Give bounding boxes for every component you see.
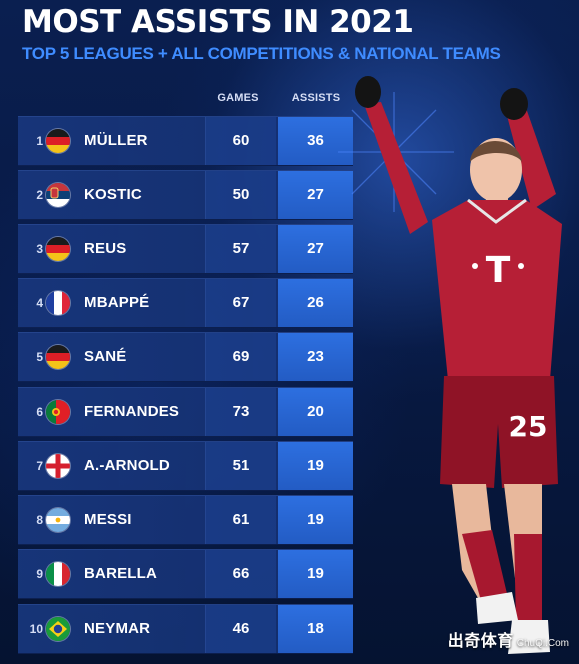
player-name: FERNANDES xyxy=(84,403,180,420)
rank-number: 5 xyxy=(36,350,43,364)
player-name: MÜLLER xyxy=(84,132,148,149)
page-subtitle: TOP 5 LEAGUES + ALL COMPETITIONS & NATIO… xyxy=(22,44,501,63)
watermark: 出奇体育 ChuQi.Com xyxy=(417,630,569,654)
rank-number: 7 xyxy=(36,459,43,473)
assists-value: 36 xyxy=(278,117,353,165)
games-value: 50 xyxy=(205,171,276,219)
games-value: 51 xyxy=(205,442,276,490)
rank-number: 10 xyxy=(29,622,43,636)
player-name: KOSTIC xyxy=(84,186,142,203)
games-value: 67 xyxy=(205,279,276,327)
table-row: 9 BARELLA 66 19 xyxy=(18,549,353,599)
table-row: 7 A.-ARNOLD 51 19 xyxy=(18,441,353,491)
rank-number: 6 xyxy=(36,405,43,419)
rank-number: 1 xyxy=(36,134,43,148)
glove-icon xyxy=(355,76,381,108)
germany-flag-icon xyxy=(46,237,70,261)
rank-number: 8 xyxy=(36,513,43,527)
assists-value: 23 xyxy=(278,333,353,381)
brazil-flag-icon xyxy=(46,617,70,641)
sponsor-logo: T xyxy=(486,250,511,291)
table-row: 10 NEYMAR 46 18 xyxy=(18,604,353,654)
assists-value: 19 xyxy=(278,442,353,490)
player-photo: T 25 xyxy=(336,64,579,664)
player-name: MBAPPÉ xyxy=(84,294,150,311)
shirt-number: 25 xyxy=(509,410,548,443)
table-row: 2 KOSTIC 50 27 xyxy=(18,170,353,220)
player-name: NEYMAR xyxy=(84,620,151,637)
player-name: A.-ARNOLD xyxy=(84,457,170,474)
games-value: 57 xyxy=(205,225,276,273)
games-value: 69 xyxy=(205,333,276,381)
germany-flag-icon xyxy=(46,129,70,153)
player-name: REUS xyxy=(84,240,127,257)
italy-flag-icon xyxy=(46,562,70,586)
assists-value: 26 xyxy=(278,279,353,327)
player-illustration: T 25 xyxy=(338,76,562,654)
germany-flag-icon xyxy=(46,345,70,369)
player-name: MESSI xyxy=(84,511,132,528)
argentina-flag-icon xyxy=(46,508,70,532)
table-row: 4 MBAPPÉ 67 26 xyxy=(18,278,353,328)
player-name: SANÉ xyxy=(84,348,127,365)
page-title: MOST ASSISTS IN 2021 xyxy=(22,4,414,40)
france-flag-icon xyxy=(46,291,70,315)
player-name: BARELLA xyxy=(84,565,158,582)
assists-value: 19 xyxy=(278,550,353,598)
serbia-flag-icon xyxy=(46,183,70,207)
table-row: 3 REUS 57 27 xyxy=(18,224,353,274)
rank-number: 3 xyxy=(36,242,43,256)
assists-value: 27 xyxy=(278,171,353,219)
rank-number: 9 xyxy=(36,567,43,581)
table-row: 6 FERNANDES 73 20 xyxy=(18,387,353,437)
watermark-brand: 出奇体育 xyxy=(447,633,514,650)
glove-icon xyxy=(500,88,528,120)
games-value: 73 xyxy=(205,388,276,436)
games-value: 61 xyxy=(205,496,276,544)
rank-number: 4 xyxy=(36,296,43,310)
assists-value: 20 xyxy=(278,388,353,436)
assists-column-header: ASSISTS xyxy=(291,92,341,104)
assists-value: 18 xyxy=(278,605,353,653)
assists-value: 19 xyxy=(278,496,353,544)
assists-value: 27 xyxy=(278,225,353,273)
table-row: 5 SANÉ 69 23 xyxy=(18,332,353,382)
games-value: 66 xyxy=(205,550,276,598)
table-row: 8 MESSI 61 19 xyxy=(18,495,353,545)
rank-number: 2 xyxy=(36,188,43,202)
games-column-header: GAMES xyxy=(217,92,259,104)
games-value: 60 xyxy=(205,117,276,165)
england-flag-icon xyxy=(46,454,70,478)
games-value: 46 xyxy=(205,605,276,653)
watermark-site: ChuQi.Com xyxy=(516,638,569,649)
portugal-flag-icon xyxy=(46,400,70,424)
table-row: 1 MÜLLER 60 36 xyxy=(18,116,353,166)
